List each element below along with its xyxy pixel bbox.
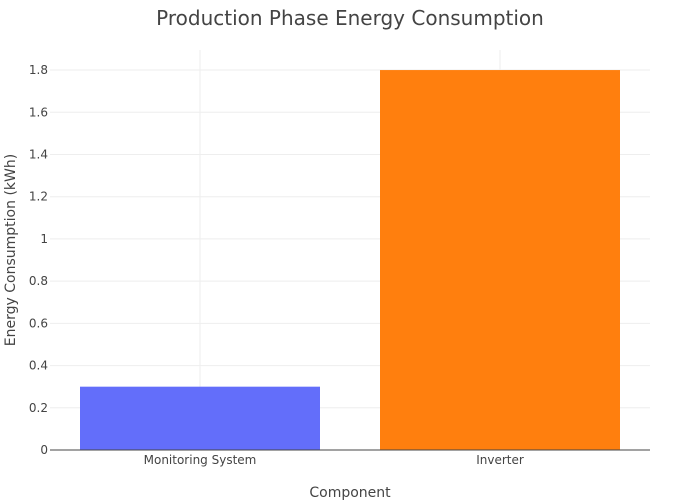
y-tick-label: 0.8 <box>29 274 48 288</box>
bars-layer <box>80 70 620 451</box>
x-axis-title: Component <box>309 485 391 500</box>
labels-layer: 0 0.2 0.4 0.6 0.8 1 1.2 1.4 1.6 1.8 Monitoring Sys… <box>29 63 524 467</box>
x-tick-label: Monitoring System <box>144 453 257 467</box>
chart-title: Production Phase Energy Consumption <box>156 6 544 30</box>
y-tick-label: 1.8 <box>29 63 48 77</box>
y-tick-label: 1.2 <box>29 190 48 204</box>
y-tick-label: 1.4 <box>29 147 48 161</box>
bar-inverter <box>380 70 620 451</box>
y-tick-label: 0.2 <box>29 401 48 415</box>
y-axis-title: Energy Consumption (kWh) <box>3 154 19 346</box>
y-tick-label: 0.6 <box>29 316 48 330</box>
x-tick-label: Inverter <box>476 453 524 467</box>
y-tick-label: 1 <box>40 232 48 246</box>
y-tick-label: 1.6 <box>29 105 48 119</box>
bar-monitoring-system <box>80 386 320 450</box>
y-tick-label: 0 <box>40 443 48 457</box>
y-tick-label: 0.4 <box>29 359 48 373</box>
